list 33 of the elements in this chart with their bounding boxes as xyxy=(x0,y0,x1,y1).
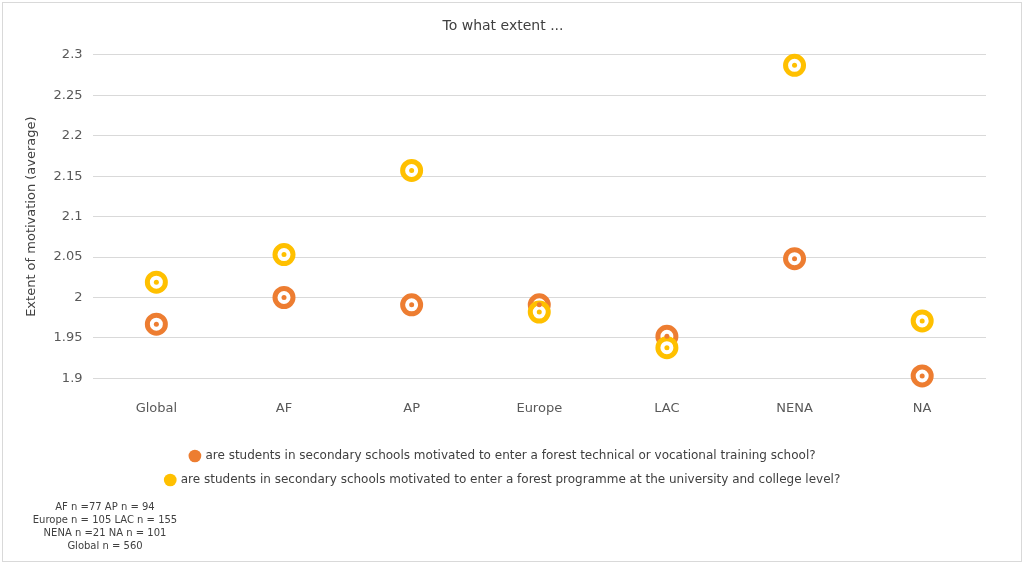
point xyxy=(144,312,168,336)
y-tick-label: 1.95 xyxy=(53,329,83,345)
y-tick-label: 2 xyxy=(74,288,83,304)
legend-label: are students in secondary schools motivated to enter a forest programme at the university and college level? xyxy=(180,472,841,487)
x-tick-label: Global xyxy=(135,399,178,415)
y-tick-label: 2.05 xyxy=(53,248,83,264)
point xyxy=(272,286,296,309)
chart-title: To what extent ... xyxy=(441,17,564,34)
y-tick-label: 2.25 xyxy=(53,86,83,102)
y-tick-label: 2.3 xyxy=(61,46,83,62)
point xyxy=(910,364,934,388)
point xyxy=(272,243,296,267)
x-tick-label: AF xyxy=(275,399,293,415)
y-tick-label: 2.1 xyxy=(61,207,83,223)
point xyxy=(783,53,807,77)
x-tick-label: Europe xyxy=(516,399,563,415)
x-tick-label: AP xyxy=(403,399,421,415)
legend-label: are students in secondary schools motivated to enter a forest technical or vocational training school? xyxy=(205,448,816,463)
x-tick-label: NENA xyxy=(776,399,813,415)
point xyxy=(400,158,424,182)
y-tick-label: 1.9 xyxy=(61,369,83,385)
point xyxy=(527,300,551,324)
text: AF n =77 AP n = 94 Europe n = 105 LAC n = 155 NENA n =21 NA n = 101 Global n = 560 xyxy=(31,500,179,552)
point xyxy=(910,309,934,333)
point xyxy=(144,270,168,294)
x-tick-label: LAC xyxy=(654,399,680,415)
point xyxy=(655,336,679,360)
y-tick-label: 2.2 xyxy=(61,127,83,143)
x-tick-label: NA xyxy=(912,399,932,415)
y-tick-label: 2.15 xyxy=(53,167,83,183)
y-axis-title: Extent of motivation (average) xyxy=(23,116,39,317)
point xyxy=(400,293,424,317)
point xyxy=(783,247,807,271)
